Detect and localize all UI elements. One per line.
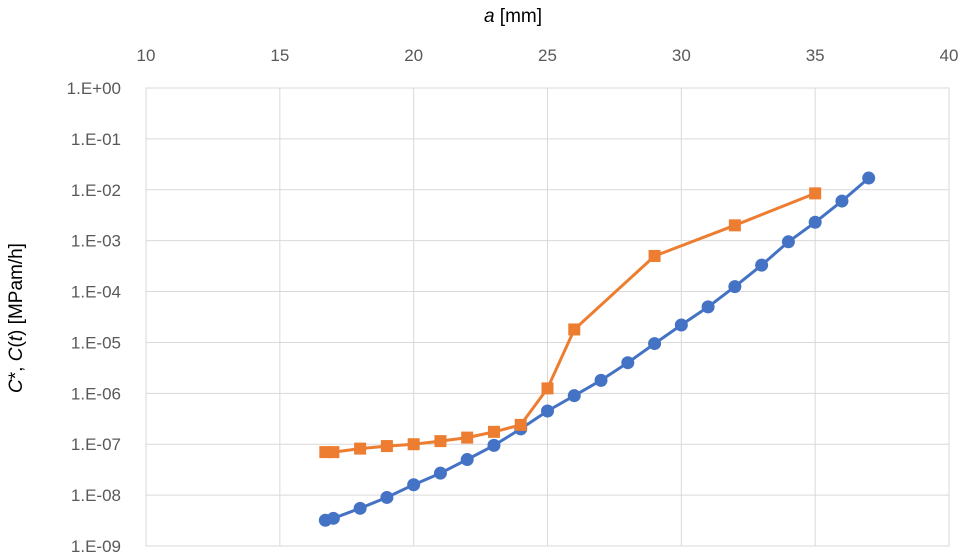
y-tick-label: 1.E-02 [71, 181, 121, 200]
series-2-point [407, 438, 420, 451]
plot-area [145, 87, 950, 547]
series-1-point [433, 466, 447, 480]
x-tick-label: 40 [940, 46, 959, 65]
x-tick-label: 10 [137, 46, 156, 65]
y-tick-label: 1.E-05 [71, 333, 121, 352]
series-2-point [809, 187, 822, 200]
series-1-point [460, 453, 474, 467]
series-1-point [621, 356, 635, 370]
y-axis: 1.E+00 1.E-01 1.E-02 1.E-03 1.E-04 1.E-05 1.E-… [67, 79, 121, 554]
y-tick-label: 1.E-07 [71, 435, 121, 454]
y-tick-label: 1.E-06 [71, 384, 121, 403]
series-1-point [755, 258, 769, 272]
y-tick-label: 1.E-01 [71, 130, 121, 149]
series-2-point [461, 431, 474, 444]
y-axis-title: C*, C(t) [MPam/h] [6, 243, 27, 393]
series-1-point [380, 490, 394, 504]
series-2-line [325, 192, 816, 454]
y-tick-label: 1.E-03 [71, 232, 121, 251]
series-1-point [835, 194, 849, 208]
series-1-point [594, 373, 608, 387]
series-2-point [487, 425, 500, 438]
series-2-point [541, 382, 554, 395]
y-tick-label: 1.E+00 [67, 79, 121, 98]
series-1-line [324, 176, 870, 522]
x-tick-label: 30 [672, 46, 691, 65]
series-1-point [862, 171, 876, 185]
grid [145, 87, 950, 547]
y-tick-label: 1.E-09 [71, 537, 121, 554]
series-1-point [674, 318, 688, 332]
series-2-point [354, 442, 367, 455]
series-2-point [327, 446, 340, 459]
series-2-point [434, 435, 447, 448]
x-tick-label: 35 [806, 46, 825, 65]
series-2-point [568, 323, 581, 336]
y-tick-label: 1.E-08 [71, 486, 121, 505]
series-1-point [541, 404, 554, 418]
series-2-point [648, 249, 661, 262]
series-2-point [514, 418, 527, 431]
series-1-point [353, 501, 367, 515]
series-1-point [648, 337, 662, 351]
series-2-point [380, 440, 393, 453]
series-1-point [728, 280, 742, 294]
series-2-point [728, 219, 741, 232]
series-1-point [808, 215, 822, 229]
y-tick-label: 1.E-04 [71, 283, 121, 302]
x-tick-label: 15 [270, 46, 289, 65]
series-1-point [567, 389, 581, 403]
x-axis: 10 15 20 25 30 35 40 [137, 46, 959, 65]
series-1-point [487, 438, 501, 452]
plot-series [318, 171, 876, 527]
x-tick-label: 20 [404, 46, 423, 65]
x-axis-title: a [mm] [484, 6, 542, 27]
series-1-point [701, 300, 715, 314]
series-1-point [326, 511, 340, 525]
x-tick-label: 25 [538, 46, 557, 65]
series-1-point [781, 235, 795, 249]
series-1-point [407, 478, 421, 492]
